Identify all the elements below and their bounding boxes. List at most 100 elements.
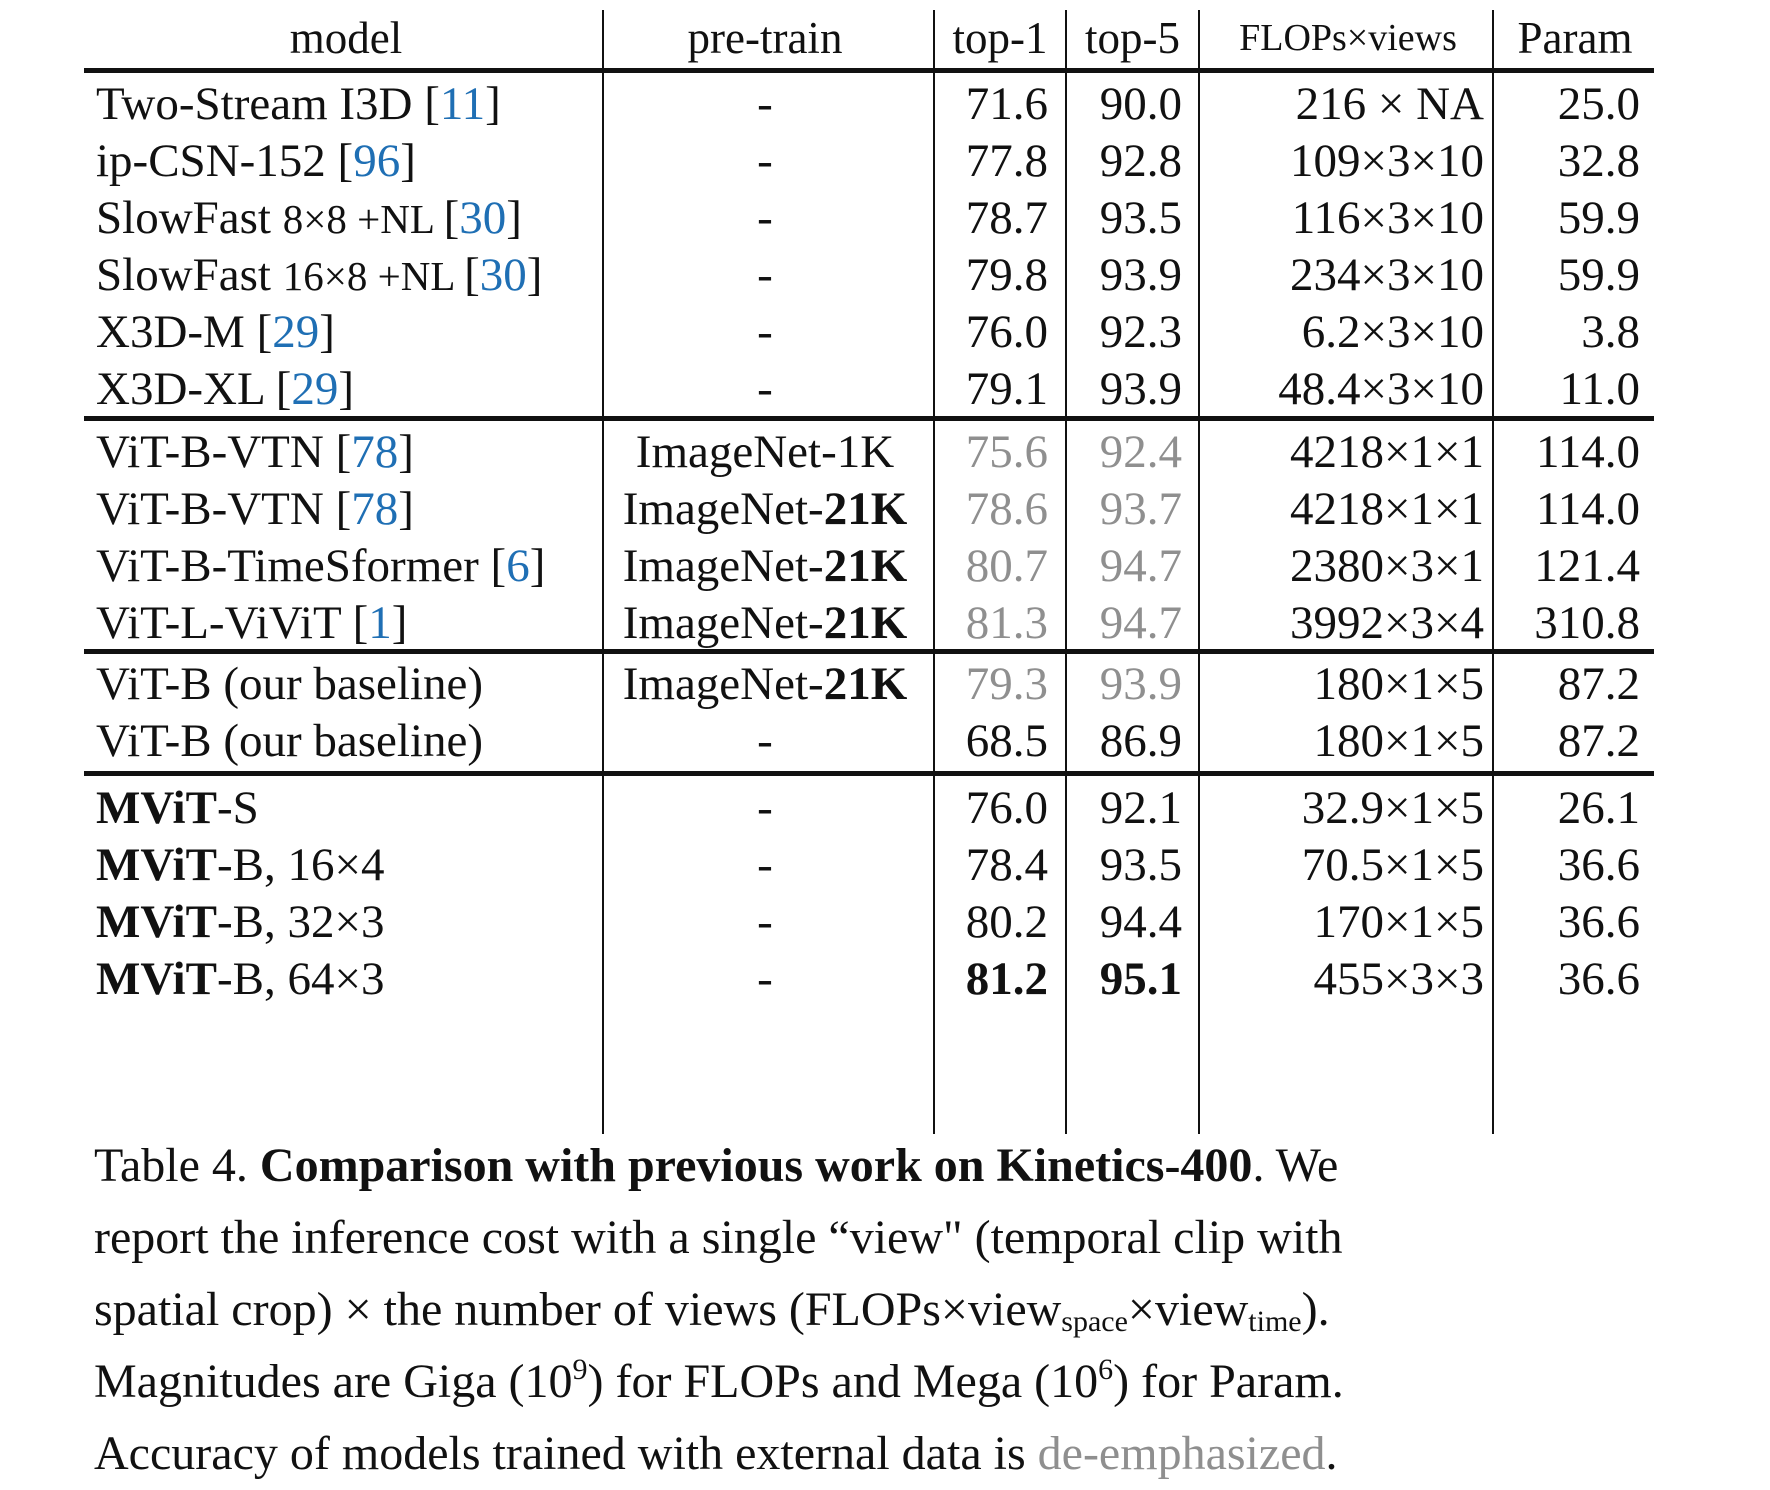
cell-flops-views: 4218×1×1 <box>1289 483 1484 535</box>
header-top5: top-5 <box>1085 13 1180 63</box>
pretrain-text: - <box>757 306 773 358</box>
pretrain-bold: 21K <box>823 540 908 592</box>
citation: [30] <box>443 192 522 244</box>
caption-text: . <box>1325 1427 1338 1480</box>
caption-line-4: Magnitudes are Giga (109) for FLOPs and … <box>94 1346 1694 1418</box>
column-separator <box>602 10 604 1134</box>
cell-top1: 80.7 <box>965 540 1048 592</box>
cell-model: ViT-L-ViViT [1] <box>96 591 407 655</box>
model-name-bold: MViT <box>96 782 217 834</box>
cell-flops-views: 2380×3×1 <box>1289 540 1484 592</box>
table-header: model pre-train top-1 top-5 FLOPs×views … <box>0 6 1770 70</box>
citation-number: 6 <box>506 540 530 592</box>
caption-label: Table 4. <box>94 1139 260 1192</box>
pretrain-text: ImageNet-1K <box>635 426 895 478</box>
cell-top1: 76.0 <box>965 306 1048 358</box>
cell-top1: 79.3 <box>965 658 1048 710</box>
cell-flops-views: 116×3×10 <box>1291 192 1484 244</box>
pretrain-text: - <box>757 249 773 301</box>
cell-model: Two-Stream I3D [11] <box>96 72 501 136</box>
caption-subscript: time <box>1248 1305 1302 1338</box>
model-name: -S <box>216 782 259 834</box>
citation: [96] <box>337 135 416 187</box>
caption-subscript: space <box>1061 1305 1128 1338</box>
cell-pretrain: - <box>600 890 930 954</box>
cell-top5: 94.4 <box>1099 896 1182 948</box>
cell-param: 25.0 <box>1557 78 1640 130</box>
pretrain-text: - <box>757 715 773 767</box>
model-name: ViT-B-TimeSformer <box>96 540 491 592</box>
cell-top5: 94.7 <box>1099 597 1182 649</box>
pretrain-bold: 21K <box>823 658 908 710</box>
table-row: ViT-L-ViViT [1] ImageNet-21K 81.3 94.7 3992×… <box>0 591 1770 655</box>
citation: [29] <box>256 306 335 358</box>
table-row: MViT-S - 76.0 92.1 32.9×1×5 26.1 <box>0 776 1770 840</box>
cell-top5: 90.0 <box>1099 78 1182 130</box>
model-name: Two-Stream I3D <box>96 78 425 130</box>
cell-top5: 94.7 <box>1099 540 1182 592</box>
cell-model: MViT-B, 32×3 <box>96 890 384 954</box>
cell-top5: 95.1 <box>1099 953 1182 1005</box>
cell-model: ViT-B-VTN [78] <box>96 420 414 484</box>
header-flops-views: FLOPs×views <box>1239 17 1457 59</box>
model-name: ViT-B (our baseline) <box>96 658 484 710</box>
caption-title: Comparison with previous work on Kinetic… <box>259 1139 1253 1192</box>
cell-flops-views: 216 × NA <box>1295 78 1484 130</box>
cell-model: ViT-B (our baseline) <box>96 652 483 716</box>
cell-flops-views: 455×3×3 <box>1313 953 1484 1005</box>
caption-superscript: 6 <box>1098 1353 1114 1386</box>
cell-pretrain: - <box>600 129 930 193</box>
cell-pretrain: - <box>600 243 930 307</box>
cell-flops-views: 109×3×10 <box>1289 135 1484 187</box>
cell-model: ip-CSN-152 [96] <box>96 129 416 193</box>
horizontal-rule <box>84 68 1654 73</box>
cell-top5: 92.3 <box>1099 306 1182 358</box>
horizontal-rule <box>84 771 1654 776</box>
cell-model: MViT-S <box>96 776 259 840</box>
citation-number: 11 <box>439 78 486 130</box>
cell-flops-views: 180×1×5 <box>1313 658 1484 710</box>
citation: [29] <box>275 363 355 415</box>
cell-top5: 93.9 <box>1099 363 1182 415</box>
table-row: ViT-B-VTN [78] ImageNet-1K 75.6 92.4 4218×1×… <box>0 420 1770 484</box>
cell-param: 11.0 <box>1559 363 1640 415</box>
cell-pretrain: - <box>600 776 930 840</box>
pretrain-text: ImageNet- <box>622 597 824 649</box>
cell-top1: 81.2 <box>965 953 1048 1005</box>
cell-param: 59.9 <box>1557 249 1640 301</box>
citation-number: 96 <box>353 135 401 187</box>
table-row: MViT-B, 32×3 - 80.2 94.4 170×1×5 36.6 <box>0 890 1770 954</box>
citation-number: 30 <box>479 249 527 301</box>
cell-top5: 92.8 <box>1099 135 1182 187</box>
citation-number: 29 <box>272 306 320 358</box>
cell-pretrain: - <box>600 833 930 897</box>
cell-model: ViT-B-VTN [78] <box>96 477 414 541</box>
caption-line-3: spatial crop) × the number of views (FLO… <box>94 1274 1694 1346</box>
cell-top5: 92.4 <box>1099 426 1182 478</box>
cell-top5: 92.1 <box>1099 782 1182 834</box>
caption-line-2: report the inference cost with a single … <box>94 1211 1343 1264</box>
cell-top5: 93.9 <box>1099 658 1182 710</box>
model-name-bold: MViT <box>96 839 217 891</box>
citation: [11] <box>424 78 501 130</box>
caption-line-5: Accuracy of models trained with external… <box>94 1418 1694 1490</box>
cell-model: SlowFast 8×8 +NL [30] <box>96 186 522 250</box>
cell-param: 310.8 <box>1534 597 1640 649</box>
cell-param: 59.9 <box>1557 192 1640 244</box>
table-row: ViT-B-VTN [78] ImageNet-21K 78.6 93.7 4218×1… <box>0 477 1770 541</box>
pretrain-text: - <box>757 363 773 415</box>
cell-top1: 68.5 <box>965 715 1048 767</box>
column-separator <box>1198 10 1200 1134</box>
caption-deemphasized-word: de-emphasized <box>1037 1427 1326 1480</box>
cell-flops-views: 4218×1×1 <box>1289 426 1484 478</box>
cell-param: 114.0 <box>1535 426 1640 478</box>
table-row: SlowFast 8×8 +NL [30] - 78.7 93.5 116×3×10 59… <box>0 186 1770 250</box>
cell-top5: 86.9 <box>1099 715 1182 767</box>
cell-model: ViT-B-TimeSformer [6] <box>96 534 545 598</box>
cell-model: SlowFast 16×8 +NL [30] <box>96 243 542 307</box>
cell-top1: 78.6 <box>965 483 1048 535</box>
cell-pretrain: ImageNet-21K <box>600 477 930 541</box>
cell-top1: 76.0 <box>965 782 1048 834</box>
cell-flops-views: 170×1×5 <box>1313 896 1484 948</box>
cell-top1: 79.1 <box>965 363 1048 415</box>
